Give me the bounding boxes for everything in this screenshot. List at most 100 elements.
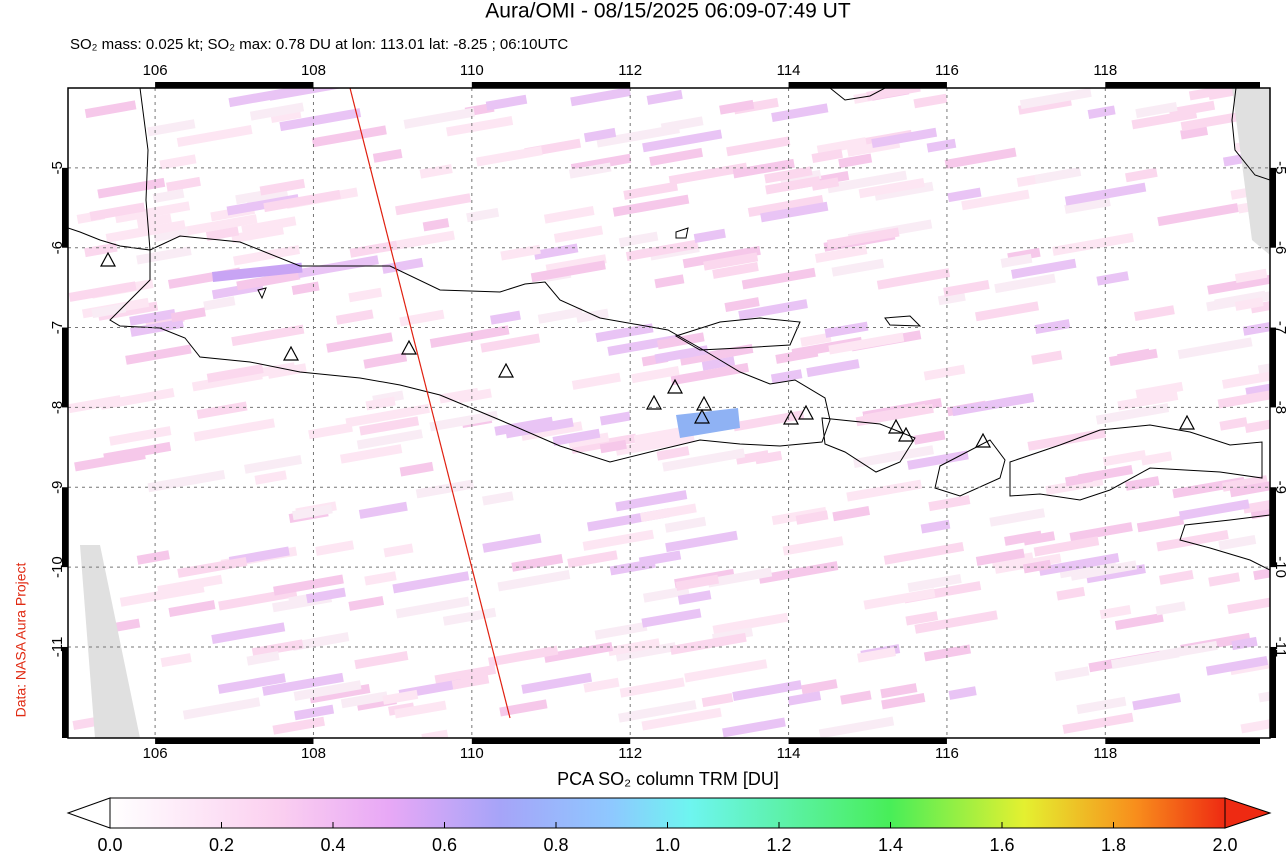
so2-pixel [543,206,595,224]
so2-pixel [857,647,897,663]
so2-pixel [395,193,472,216]
credit: Data: NASA Aura Project [13,562,29,717]
so2-pixel [724,297,760,312]
so2-pixel [961,189,1030,211]
so2-pixel [182,697,261,720]
so2-pixel [712,612,789,635]
so2-pixel [913,430,946,445]
volcano [974,432,992,448]
so2-pixel [488,645,559,667]
so2-pixel [832,506,871,522]
so2-pixel [975,301,1040,322]
coast-islet [257,287,267,300]
so2-pixel [384,230,455,252]
so2-pixel [345,403,430,428]
so2-pixel [947,187,982,203]
so2-pixel [159,154,197,170]
so2-pixel [1070,560,1138,581]
so2-pixel [348,287,383,303]
y-tick-label: -11 [49,637,66,658]
frame-bar [155,738,314,744]
so2-pixel [480,333,541,353]
y-tick-label: -9 [49,481,66,494]
so2-pixel [701,356,736,371]
colorbar-label: PCA SO₂ column TRM [DU] [557,769,779,789]
so2-pixel [567,550,618,568]
so2-pixel [669,632,747,655]
so2-pixel [863,588,936,610]
so2-pixel [183,214,258,236]
so2-pixel [1056,586,1086,601]
so2-pixel [905,611,939,626]
so2-pixel [1217,386,1270,409]
so2-pixel [1027,428,1107,451]
so2-pixel [212,262,303,282]
so2-pixel [1117,390,1179,411]
so2-pixel [530,260,606,283]
so2-pixel [575,308,609,324]
so2-pixel [1110,648,1180,670]
y-tick-label: -9 [1272,481,1288,494]
coastlines [68,88,1270,571]
so2-pixel [505,417,574,439]
so2-pixel [765,176,821,195]
so2-pixel [583,677,620,693]
so2-pixel [639,503,697,523]
y-tick-label: -10 [49,556,66,578]
coast-islet [884,315,922,327]
frame-bar [788,82,947,88]
y-tick-label: -7 [1272,321,1288,334]
colorbar-tick-label: 2.0 [1212,835,1237,855]
frame-bar [62,327,68,408]
so2-pixel [233,245,301,266]
so2-pixel [272,716,325,735]
so2-pixel [937,291,966,306]
so2-pixel [677,590,712,605]
so2-pixel [596,124,680,148]
so2-pixel [354,651,409,670]
so2-pixel [399,461,434,477]
so2-pixel [641,608,702,628]
so2-pixel [91,303,127,319]
y-tick-label: -6 [49,241,66,254]
so2-pixel [349,240,398,258]
so2-pixel [177,556,248,578]
volcano [99,251,117,267]
so2-pixel [466,207,500,223]
so2-pixel [521,672,593,694]
so2-pixel [356,429,423,450]
so2-pixel [811,148,843,164]
orbit-track [349,88,511,719]
so2-pixel [147,119,196,137]
so2-pixel [618,700,697,723]
so2-pixel [719,99,755,115]
so2-pixel [228,88,299,108]
so2-pixel [625,239,699,261]
so2-pixel [475,146,543,167]
so2-pixel [907,573,962,593]
so2-pixel [1136,515,1185,533]
so2-pixel [818,716,895,738]
so2-pixel [1156,530,1229,552]
so2-pixel [722,717,786,738]
so2-pixel [615,490,688,512]
colorbar-tick-label: 0.6 [432,835,457,855]
so2-pixel [1227,591,1270,615]
volcanoes [99,251,1196,448]
so2-pixel [152,188,185,204]
so2-pixel [583,127,617,143]
so2-pixel [732,158,795,179]
so2-pixel [168,600,216,617]
title: Aura/OMI - 08/15/2025 06:09-07:49 UT [485,0,851,23]
coast-sumba [1179,514,1270,571]
so2-pixel [646,89,683,105]
so2-pixel [662,448,746,472]
so2-pixel [395,596,470,619]
so2-pixel [811,177,840,191]
so2-pixel [928,495,971,512]
so2-pixel [340,691,389,709]
map [68,88,1270,738]
so2-pixel [649,147,704,167]
so2-pixel [881,693,926,710]
so2-pixel [707,567,773,588]
